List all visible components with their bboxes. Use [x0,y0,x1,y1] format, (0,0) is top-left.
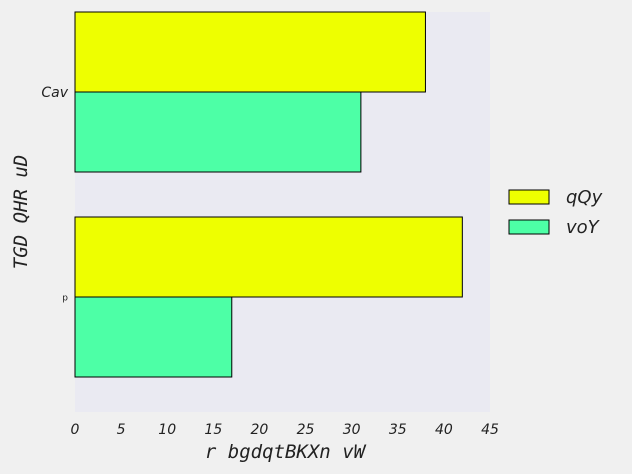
x-tick-label: 40 [435,422,453,438]
x-tick-label: 35 [389,422,407,438]
legend-swatch-qQy [508,189,550,205]
y-category-label: p [62,294,68,304]
x-tick-label: 30 [343,422,361,438]
bars-group [74,11,463,378]
legend-swatch-voY [508,219,550,235]
y-category-label: Cav [41,85,68,101]
x-tick-label: 20 [251,422,269,438]
bar-qQy-Cav [74,11,426,93]
x-axis-ticks: 0 5 10 15 20 25 30 35 40 45 [71,422,499,438]
bar-qQy-p [74,216,463,298]
legend-label: voY [566,217,601,238]
x-tick-label: 15 [204,422,222,438]
x-tick-label: 0 [71,422,80,438]
x-tick-label: 25 [297,422,315,438]
legend-label: qQy [566,187,603,208]
x-tick-label: 45 [481,422,499,438]
x-tick-label: 10 [158,422,176,438]
x-axis-title: r bgdqtBKXn vW [205,441,367,463]
bar-voY-Cav [74,91,362,173]
x-tick-label: 5 [117,422,126,438]
y-axis-title: TGD QHR uD [10,155,32,269]
y-axis-categories: Cav p [41,85,68,304]
legend: qQy voY [508,187,603,238]
bar-voY-p [74,296,233,378]
